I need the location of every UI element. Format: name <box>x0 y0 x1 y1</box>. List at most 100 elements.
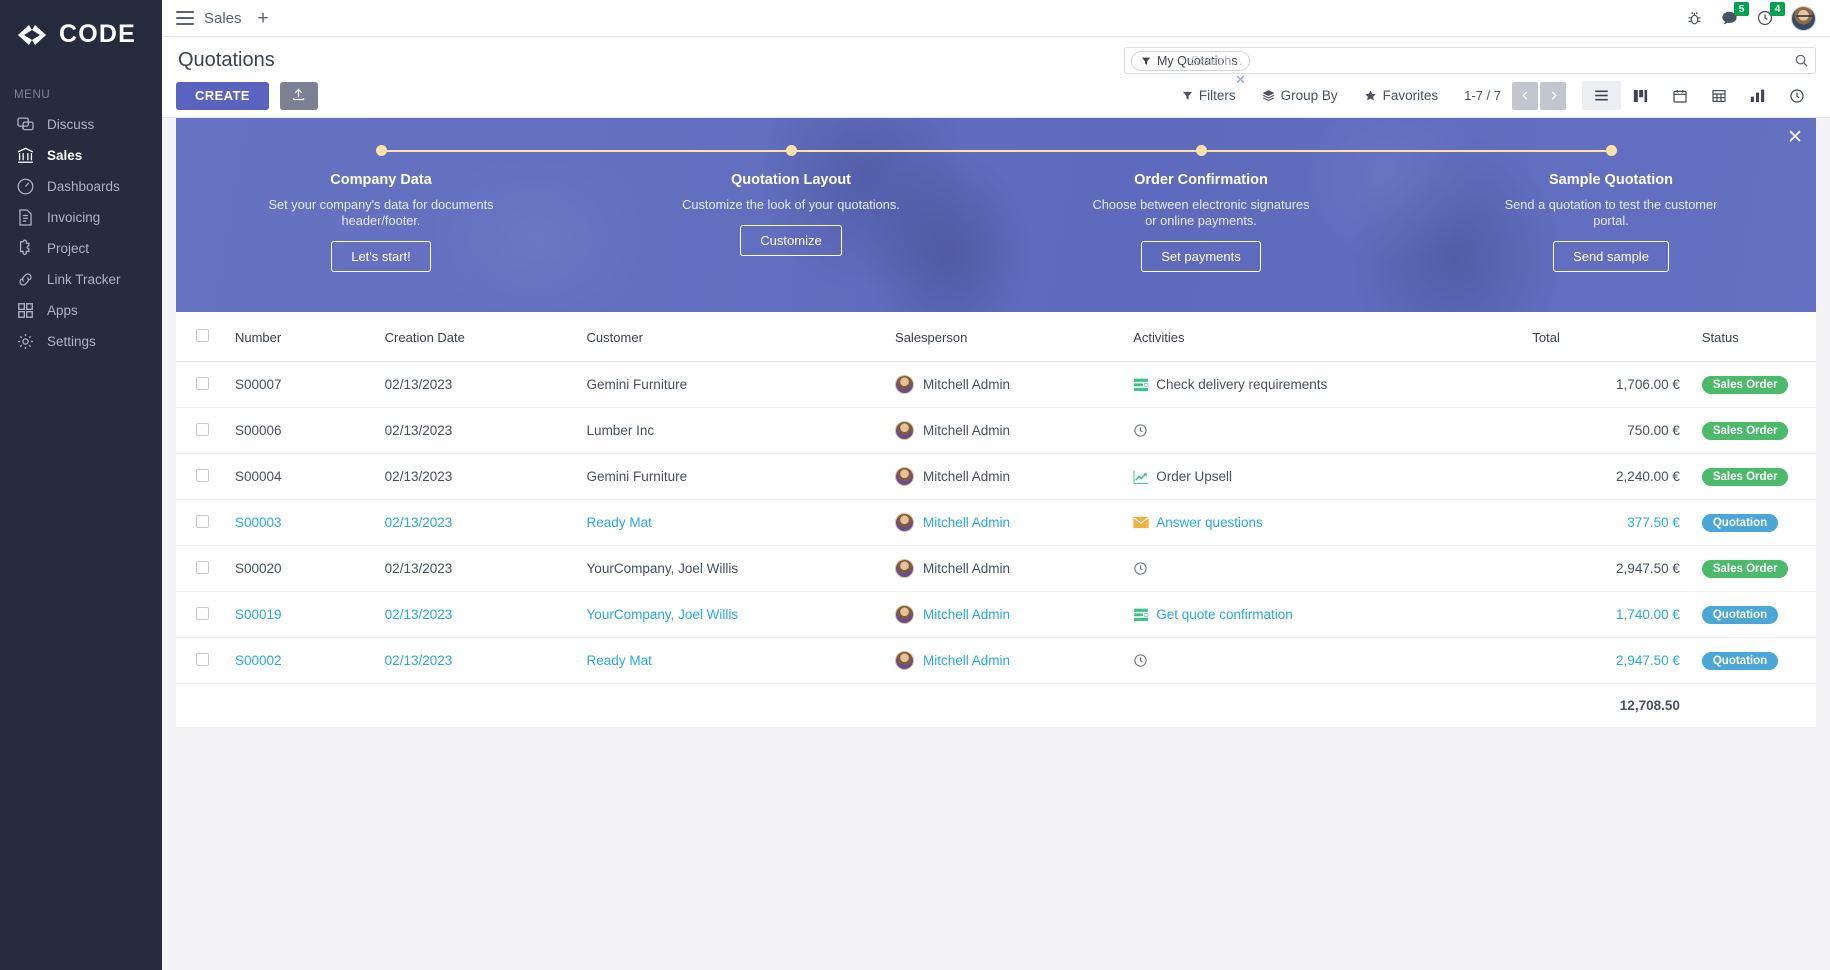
cell-activities[interactable]: Check delivery requirements <box>1133 361 1533 408</box>
user-avatar[interactable] <box>1791 5 1816 31</box>
send-sample-button[interactable]: Send sample <box>1553 241 1669 272</box>
sidebar-item-link-tracker[interactable]: Link Tracker <box>0 264 162 295</box>
column-header-status[interactable]: Status <box>1679 312 1816 362</box>
table-row[interactable]: S00020 02/13/2023 YourCompany, Joel Willis… <box>176 545 1816 592</box>
sidebar-item-dashboards[interactable]: Dashboards <box>0 171 162 202</box>
row-checkbox[interactable] <box>196 606 209 620</box>
cell-activities[interactable]: Order Upsell <box>1133 453 1533 500</box>
import-export-button[interactable] <box>279 81 318 110</box>
set-payments-button[interactable]: Set payments <box>1141 241 1261 272</box>
todo-list-icon <box>1134 378 1149 391</box>
cell-activities[interactable]: Answer questions <box>1133 499 1533 546</box>
sidebar-item-settings[interactable]: Settings <box>0 326 162 357</box>
hamburger-menu-icon[interactable] <box>176 11 194 25</box>
row-checkbox[interactable] <box>196 560 209 574</box>
create-button[interactable]: CREATE <box>176 81 269 110</box>
select-all-checkbox[interactable] <box>196 329 209 342</box>
lets-start-button[interactable]: Let's start! <box>331 241 431 272</box>
facet-remove-icon[interactable]: ✕ <box>1235 72 1246 87</box>
sidebar-item-sales[interactable]: Sales <box>0 140 162 171</box>
step-title: Sample Quotation <box>1548 172 1674 188</box>
row-checkbox[interactable] <box>196 468 209 482</box>
sidebar-item-discuss[interactable]: Discuss <box>0 109 162 140</box>
cell-creation-date: 02/13/2023 <box>384 361 587 408</box>
activities-badge: 4 <box>1770 2 1785 16</box>
project-icon <box>16 239 35 258</box>
row-checkbox[interactable] <box>196 514 209 528</box>
view-calendar-icon[interactable] <box>1660 81 1699 110</box>
row-checkbox[interactable] <box>196 422 209 436</box>
favorites-button[interactable]: Favorites <box>1364 88 1438 103</box>
discuss-icon <box>16 115 35 134</box>
view-kanban-icon[interactable] <box>1621 81 1660 110</box>
cell-total: 750.00 € <box>1532 407 1680 454</box>
activities-clock-icon[interactable]: 4 <box>1756 2 1785 27</box>
cell-customer: YourCompany, Joel Willis <box>586 591 896 638</box>
view-activity-icon[interactable] <box>1777 81 1816 110</box>
step-title: Quotation Layout <box>730 172 851 188</box>
next-page-button[interactable] <box>1540 81 1566 110</box>
cell-activities[interactable] <box>1133 637 1533 684</box>
column-header-number[interactable]: Number <box>234 312 385 362</box>
messages-badge: 5 <box>1734 1 1749 16</box>
messages-icon[interactable]: 5 <box>1720 1 1749 28</box>
onboarding-step-sample-quotation: Sample Quotation Send a quotation to tes… <box>1406 145 1816 312</box>
cell-customer: Gemini Furniture <box>586 361 896 408</box>
previous-page-button[interactable] <box>1512 81 1538 110</box>
table-row[interactable]: S00003 02/13/2023 Ready Mat Mitchell Admin A… <box>176 499 1816 546</box>
add-tab-icon[interactable]: + <box>257 7 269 29</box>
step-dot <box>1605 145 1617 156</box>
view-graph-icon[interactable] <box>1738 81 1777 110</box>
column-header-activities[interactable]: Activities <box>1133 312 1533 362</box>
cell-activities[interactable] <box>1133 545 1533 592</box>
sidebar-item-apps[interactable]: Apps <box>0 295 162 326</box>
status-badge: Sales Order <box>1701 421 1789 440</box>
column-header-salesperson[interactable]: Salesperson <box>895 312 1134 362</box>
row-checkbox[interactable] <box>196 376 209 390</box>
table-row[interactable]: S00006 02/13/2023 Lumber Inc Mitchell Admin… <box>176 407 1816 454</box>
sidebar-item-project[interactable]: Project <box>0 233 162 264</box>
group-by-button[interactable]: Group By <box>1262 88 1338 103</box>
cell-number[interactable]: S00020 <box>234 545 385 592</box>
bug-icon[interactable] <box>1686 10 1703 27</box>
customize-button[interactable]: Customize <box>740 225 842 256</box>
cell-number[interactable]: S00006 <box>234 407 385 454</box>
cell-number[interactable]: S00003 <box>234 499 385 546</box>
view-list-icon[interactable] <box>1582 81 1621 110</box>
filters-button[interactable]: Filters <box>1182 88 1236 103</box>
onboarding-steps: Company Data Set your company's data for… <box>176 118 1816 312</box>
cell-activities[interactable]: Get quote confirmation <box>1133 591 1533 638</box>
search-icon[interactable] <box>1794 53 1809 68</box>
upsell-chart-icon <box>1133 470 1149 484</box>
search-input[interactable] <box>1185 53 1794 68</box>
table-row[interactable]: S00002 02/13/2023 Ready Mat Mitchell Admin 2… <box>176 637 1816 684</box>
brand-logo[interactable]: CODE <box>0 14 162 49</box>
main-area: Sales + 5 4 Quotations <box>162 0 1830 970</box>
row-checkbox[interactable] <box>196 652 209 666</box>
search-box[interactable]: My Quotations <box>1124 47 1816 74</box>
salesperson-avatar <box>895 605 915 624</box>
row-select-cell <box>176 545 235 592</box>
column-header-customer[interactable]: Customer <box>586 312 896 362</box>
close-icon[interactable]: ✕ <box>1787 127 1803 148</box>
table-row[interactable]: S00004 02/13/2023 Gemini Furniture Mitchell… <box>176 453 1816 500</box>
step-connector <box>1201 150 1406 152</box>
cell-number[interactable]: S00002 <box>234 637 385 684</box>
column-header-total[interactable]: Total <box>1532 312 1680 362</box>
topbar-right-tools: 5 4 <box>1686 1 1816 31</box>
status-badge: Sales Order <box>1701 467 1789 486</box>
view-pivot-icon[interactable] <box>1699 81 1738 110</box>
cell-number[interactable]: S00007 <box>234 361 385 408</box>
cell-number[interactable]: S00004 <box>234 453 385 500</box>
cell-creation-date: 02/13/2023 <box>384 591 587 638</box>
salesperson-name: Mitchell Admin <box>923 653 1011 668</box>
current-app-name[interactable]: Sales <box>204 9 242 27</box>
table-row[interactable]: S00019 02/13/2023 YourCompany, Joel Willis… <box>176 591 1816 638</box>
table-row[interactable]: S00007 02/13/2023 Gemini Furniture Mitchell… <box>176 361 1816 408</box>
activity-label: Order Upsell <box>1156 469 1232 484</box>
cell-number[interactable]: S00019 <box>234 591 385 638</box>
cell-activities[interactable] <box>1133 407 1533 454</box>
sidebar-item-invoicing[interactable]: Invoicing <box>0 202 162 233</box>
column-header-creation-date[interactable]: Creation Date <box>384 312 587 362</box>
